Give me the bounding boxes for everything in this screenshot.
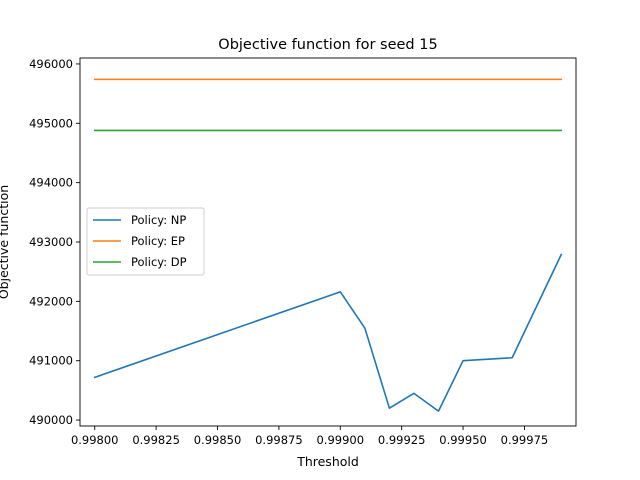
x-axis-label: Threshold bbox=[296, 454, 359, 469]
y-tick-label-3: 493000 bbox=[29, 235, 73, 249]
x-tick-label-7: 0.99975 bbox=[501, 433, 549, 447]
x-tick-label-3: 0.99875 bbox=[255, 433, 303, 447]
y-axis-ticks: 490000 491000 492000 493000 494000 495000 4960… bbox=[29, 57, 80, 427]
y-axis-label: Objective function bbox=[0, 185, 11, 299]
x-tick-label-1: 0.99825 bbox=[132, 433, 180, 447]
x-tick-label-4: 0.99900 bbox=[316, 433, 364, 447]
y-tick-label-1: 491000 bbox=[29, 354, 73, 368]
x-axis-ticks: 0.99800 0.99825 0.99850 0.99875 0.99900 0.999… bbox=[71, 426, 548, 447]
legend: Policy: NP Policy: EP Policy: DP bbox=[86, 207, 205, 276]
chart-title: Objective function for seed 15 bbox=[218, 37, 437, 53]
series-layer bbox=[93, 78, 563, 412]
x-tick-label-0: 0.99800 bbox=[71, 433, 119, 447]
y-tick-label-6: 496000 bbox=[29, 57, 73, 71]
legend-box bbox=[86, 207, 205, 276]
x-tick-label-5: 0.99925 bbox=[378, 433, 426, 447]
y-tick-label-2: 492000 bbox=[29, 294, 73, 308]
y-tick-label-4: 494000 bbox=[29, 176, 73, 190]
y-tick-label-0: 490000 bbox=[29, 413, 73, 427]
legend-label-0: Policy: NP bbox=[131, 213, 186, 227]
y-tick-label-5: 495000 bbox=[29, 116, 73, 130]
x-tick-label-2: 0.99850 bbox=[194, 433, 242, 447]
plot-area-frame bbox=[79, 57, 577, 427]
legend-label-2: Policy: DP bbox=[131, 255, 187, 269]
x-tick-label-6: 0.99950 bbox=[439, 433, 487, 447]
legend-label-1: Policy: EP bbox=[131, 234, 185, 248]
series-line-0 bbox=[93, 253, 563, 412]
